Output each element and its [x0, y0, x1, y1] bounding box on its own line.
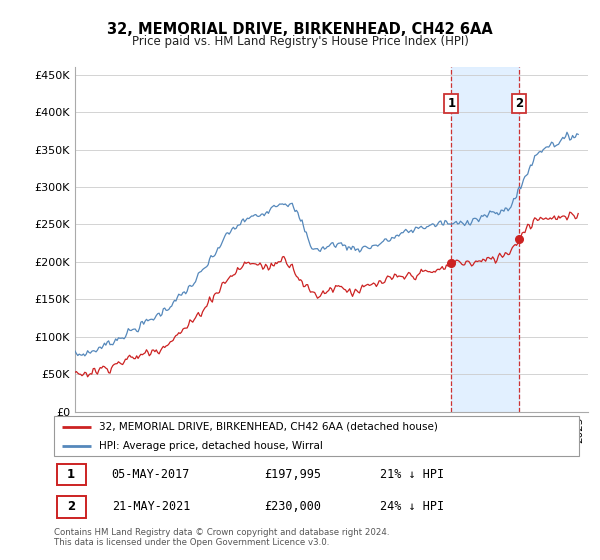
Text: Contains HM Land Registry data © Crown copyright and database right 2024.
This d: Contains HM Land Registry data © Crown c… — [54, 528, 389, 547]
Text: 24% ↓ HPI: 24% ↓ HPI — [380, 501, 443, 514]
FancyBboxPatch shape — [54, 416, 579, 456]
Text: 21% ↓ HPI: 21% ↓ HPI — [380, 468, 443, 480]
Text: 2: 2 — [67, 501, 75, 514]
Bar — [451, 67, 519, 412]
Text: £197,995: £197,995 — [264, 468, 321, 480]
Text: 1: 1 — [67, 468, 75, 480]
Text: 32, MEMORIAL DRIVE, BIRKENHEAD, CH42 6AA: 32, MEMORIAL DRIVE, BIRKENHEAD, CH42 6AA — [107, 22, 493, 38]
FancyBboxPatch shape — [56, 464, 86, 485]
Text: 21-MAY-2021: 21-MAY-2021 — [112, 501, 190, 514]
FancyBboxPatch shape — [56, 496, 86, 517]
Text: 05-MAY-2017: 05-MAY-2017 — [112, 468, 190, 480]
Text: 1: 1 — [447, 97, 455, 110]
Text: HPI: Average price, detached house, Wirral: HPI: Average price, detached house, Wirr… — [98, 441, 323, 450]
Text: 2: 2 — [515, 97, 523, 110]
Text: £230,000: £230,000 — [264, 501, 321, 514]
Text: 32, MEMORIAL DRIVE, BIRKENHEAD, CH42 6AA (detached house): 32, MEMORIAL DRIVE, BIRKENHEAD, CH42 6AA… — [98, 422, 437, 432]
Text: Price paid vs. HM Land Registry's House Price Index (HPI): Price paid vs. HM Land Registry's House … — [131, 35, 469, 48]
